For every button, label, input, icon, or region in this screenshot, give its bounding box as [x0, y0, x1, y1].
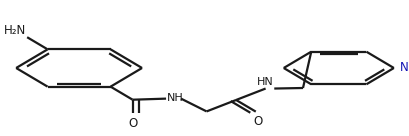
Text: N: N: [399, 61, 407, 75]
Text: HN: HN: [256, 77, 273, 87]
Text: NH: NH: [166, 93, 183, 103]
Text: O: O: [252, 115, 262, 128]
Text: H₂N: H₂N: [4, 24, 26, 37]
Text: O: O: [128, 117, 137, 130]
